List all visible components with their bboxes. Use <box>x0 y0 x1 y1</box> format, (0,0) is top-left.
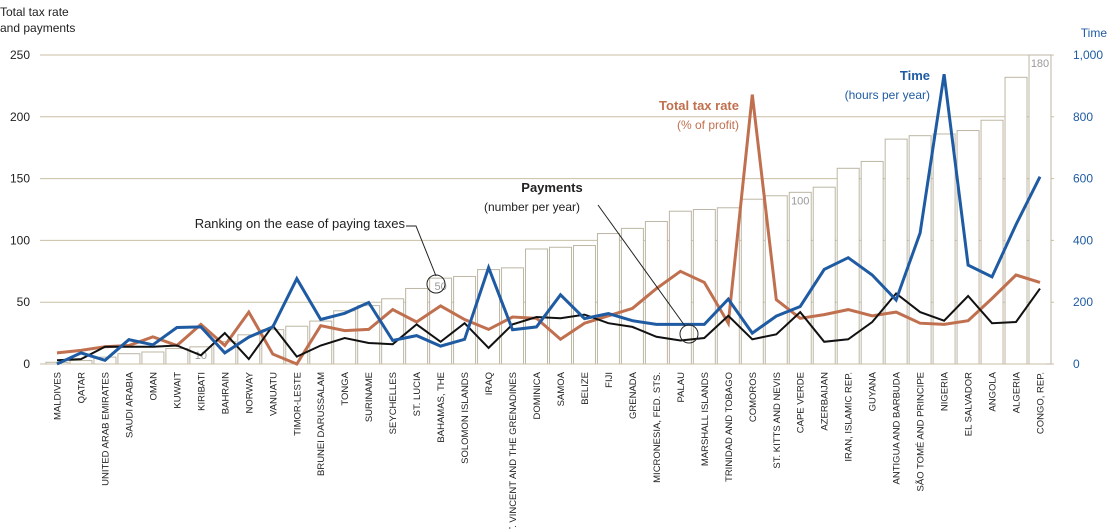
annotation: Ranking on the ease of paying taxes <box>195 216 406 231</box>
y2-axis-title: Time <box>1081 26 1107 40</box>
x-tick-label: TONGA <box>340 371 351 405</box>
callout-circle <box>679 324 699 344</box>
x-tick-label: SAUDI ARABIA <box>124 371 135 438</box>
annotation: Time <box>900 68 930 83</box>
x-tick-label: BAHAMAS, THE <box>436 372 447 443</box>
x-tick-label: NIGERIA <box>940 371 951 411</box>
x-tick-label: BAHRAIN <box>220 372 231 414</box>
plot-area: 05010015020025002004006008001,0001050100… <box>10 48 1103 529</box>
y-tick-label: 150 <box>10 172 30 186</box>
bar <box>596 233 620 365</box>
y-axis-title: and payments <box>0 21 75 35</box>
bar <box>956 130 980 365</box>
y2-tick-label: 600 <box>1073 172 1093 186</box>
x-tick-label: NORWAY <box>244 371 255 413</box>
y-tick-label: 50 <box>17 295 31 309</box>
x-tick-label: KUWAIT <box>172 372 183 409</box>
x-tick-label: DOMINICA <box>532 371 543 419</box>
bar <box>692 209 716 365</box>
x-tick-label: SOLOMON ISLANDS <box>460 372 471 464</box>
x-tick-label: CAPE VERDE <box>796 372 807 433</box>
y2-tick-label: 200 <box>1073 295 1093 309</box>
x-tick-label: QATAR <box>76 372 87 403</box>
x-tick-label: EL SALVADOR <box>964 372 975 436</box>
annotations: Time (hours per year) Total tax rate (% … <box>195 68 930 344</box>
annotation: (hours per year) <box>845 88 930 102</box>
x-tick-label: SEYCHELLES <box>388 372 399 434</box>
x-tick-label: TRINIDAD AND TOBAGO <box>724 372 735 482</box>
line <box>56 288 1041 362</box>
y-tick-label: 0 <box>23 357 30 371</box>
x-tick-label: VANUATU <box>268 372 279 416</box>
x-tick-label: SURINAME <box>364 372 375 422</box>
line <box>56 73 1042 366</box>
bar <box>788 191 812 365</box>
bar-label: 50 <box>434 281 446 293</box>
y2-tick-label: 0 <box>1073 357 1080 371</box>
x-tick-label: SAMOA <box>556 371 567 406</box>
bar <box>644 221 668 365</box>
bar <box>620 227 644 365</box>
x-tick-label: ST. VINCENT AND THE GRENADINES <box>508 372 519 529</box>
x-tick-label: IRAQ <box>484 372 495 395</box>
line <box>56 94 1041 366</box>
y2-tick-label: 800 <box>1073 110 1093 124</box>
x-tick-label: KIRIBATI <box>196 372 207 411</box>
bar-label: 180 <box>1031 58 1049 70</box>
x-tick-label: BRUNEI DARUSSALAM <box>316 372 327 476</box>
x-tick-label: MARSHALL ISLANDS <box>700 372 711 466</box>
bar-label: 100 <box>791 195 809 207</box>
bar <box>980 119 1004 365</box>
y-tick-label: 250 <box>10 48 30 62</box>
bar <box>860 160 884 365</box>
x-tick-label: ANTIGUA AND BARBUDA <box>892 371 903 484</box>
x-tick-label: SÃO TOMÉ AND PRINCIPE <box>916 372 927 491</box>
bar <box>1028 54 1052 365</box>
leader-line <box>406 225 437 277</box>
bar <box>932 133 956 365</box>
annotation: (number per year) <box>484 200 580 214</box>
bar <box>716 207 740 365</box>
x-tick-label: GRENADA <box>628 371 639 419</box>
x-tick-label: UNITED ARAB EMIRATES <box>100 372 111 486</box>
bar <box>141 351 165 365</box>
y2-tick-label: 1,000 <box>1073 48 1103 62</box>
callout-circle <box>426 274 446 294</box>
annotation: Payments <box>521 180 582 195</box>
x-tick-label: PALAU <box>676 372 687 403</box>
x-tick-label: OMAN <box>148 372 159 401</box>
x-tick-label: FIJI <box>604 372 615 388</box>
x-tick-label: AZERBAIJAN <box>820 372 831 431</box>
bar <box>525 248 549 365</box>
bar <box>812 186 836 365</box>
bar <box>405 287 429 365</box>
bar <box>884 138 908 365</box>
y-tick-label: 200 <box>10 110 30 124</box>
y-tick-label: 100 <box>10 233 30 247</box>
x-tick-label: ST. LUCIA <box>412 371 423 416</box>
annotation: (% of profit) <box>677 118 739 132</box>
x-tick-label: MALDIVES <box>53 372 64 420</box>
annotation: Total tax rate <box>659 98 739 113</box>
y2-tick-label: 400 <box>1073 233 1093 247</box>
x-tick-label: TIMOR-LESTE <box>292 372 303 436</box>
bar <box>117 353 141 365</box>
y-axis-title: Total tax rate <box>0 5 69 19</box>
x-tick-label: GUYANA <box>868 371 879 411</box>
x-tick-label: MICRONESIA, FED. STS. <box>652 372 663 483</box>
x-tick-label: BELIZE <box>580 372 591 405</box>
leader-line <box>597 204 686 327</box>
x-tick-label: COMOROS <box>748 372 759 422</box>
bar <box>572 245 596 365</box>
x-tick-label: ST. KITTS AND NEVIS <box>772 372 783 469</box>
x-tick-label: ANGOLA <box>988 371 999 411</box>
bar <box>908 135 932 365</box>
x-tick-label: IRAN, ISLAMIC REP. <box>844 372 855 462</box>
bar <box>165 348 189 365</box>
x-tick-label: CONGO, REP. <box>1036 372 1047 434</box>
bar <box>69 360 93 365</box>
x-tick-label: ALGERIA <box>1012 371 1023 413</box>
